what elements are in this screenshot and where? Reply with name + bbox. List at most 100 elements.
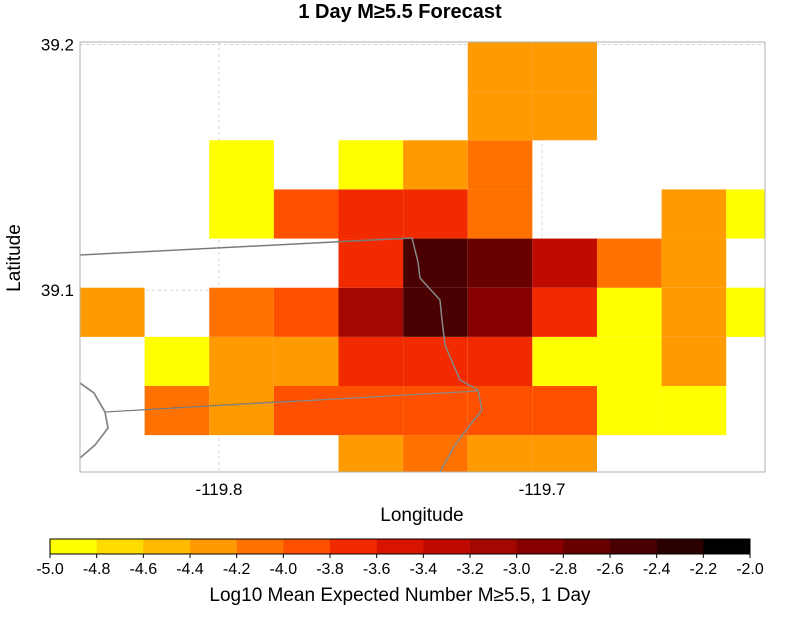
heatmap-cells <box>80 42 765 472</box>
heatmap-cell <box>209 287 274 337</box>
heatmap-cell <box>661 386 727 436</box>
heatmap-cell <box>80 287 145 337</box>
y-tick-label: 39.1 <box>41 281 74 300</box>
colorbar-segment <box>50 539 97 554</box>
y-axis-ticks: 39.2 39.1 <box>41 35 74 300</box>
colorbar-segment <box>516 539 564 554</box>
colorbar-tick-label: -2.0 <box>736 561 764 578</box>
colorbar-segment <box>376 539 424 554</box>
heatmap-cell <box>144 336 210 386</box>
heatmap-cell <box>532 386 597 436</box>
state-border-line <box>79 237 483 473</box>
heatmap-cell <box>596 336 662 386</box>
heatmap-cell <box>596 238 662 288</box>
colorbar-tick-label: -5.0 <box>36 561 64 578</box>
colorbar-tick-label: -4.0 <box>270 561 298 578</box>
heatmap-cell <box>273 287 339 337</box>
heatmap-cell <box>726 189 765 239</box>
heatmap-cell <box>532 91 597 141</box>
x-axis-ticks: -119.8 -119.7 <box>195 480 565 499</box>
heatmap-cell <box>273 336 339 386</box>
heatmap-cell <box>403 140 468 190</box>
plot-area <box>79 41 766 473</box>
heatmap-cell <box>661 238 727 288</box>
heatmap-cell <box>467 189 533 239</box>
heatmap-cell <box>338 386 404 436</box>
colorbar-tick-label: -3.6 <box>363 561 391 578</box>
heatmap-cell <box>403 238 468 288</box>
heatmap-cell <box>467 435 533 472</box>
county-line-south <box>104 390 479 413</box>
colorbar-tick-label: -4.8 <box>83 561 111 578</box>
colorbar-tick-label: -3.2 <box>456 561 484 578</box>
colorbar-tick-label: -4.6 <box>130 561 158 578</box>
colorbar-tick-label: -4.4 <box>176 561 204 578</box>
heatmap-cell <box>532 336 597 386</box>
county-line-south-dotted <box>104 399 301 413</box>
heatmap-cell <box>467 287 533 337</box>
heatmap-cell <box>596 287 662 337</box>
heatmap-cell <box>273 386 339 436</box>
plot-frame <box>79 41 766 473</box>
heatmap-cell <box>467 140 533 190</box>
colorbar-tick-label: -3.4 <box>410 561 438 578</box>
colorbar-tick-label: -4.2 <box>223 561 251 578</box>
heatmap-cell <box>467 42 533 92</box>
colorbar-segment <box>610 539 657 554</box>
y-axis-label: Latitude <box>4 224 25 292</box>
heatmap-cell <box>726 287 765 337</box>
heatmap-cell <box>338 140 404 190</box>
colorbar-tick-label: -3.8 <box>316 561 344 578</box>
x-axis-label: Longitude <box>380 505 463 526</box>
heatmap-cell <box>532 435 597 472</box>
heatmap-cell <box>467 336 533 386</box>
heatmap-cell <box>338 189 404 239</box>
colorbar-segment <box>703 539 751 554</box>
colorbar-segment <box>470 539 517 554</box>
colorbar-segment <box>96 539 144 554</box>
colorbar-tick-label: -2.4 <box>643 561 671 578</box>
colorbar-segment <box>330 539 377 554</box>
heatmap-cell <box>661 336 727 386</box>
x-tick-label: -119.8 <box>195 480 242 499</box>
heatmap-cell <box>338 238 404 288</box>
colorbar-tick-label: -2.8 <box>550 561 578 578</box>
heatmap-cell <box>209 386 274 436</box>
heatmap-cell <box>467 238 533 288</box>
colorbar-segment <box>143 539 191 554</box>
y-tick-label: 39.2 <box>41 35 74 54</box>
heatmap-cell <box>403 336 468 386</box>
heatmap-cell <box>467 386 533 436</box>
heatmap-cell <box>467 91 533 141</box>
heatmap-cell <box>209 189 274 239</box>
colorbar-segment <box>283 539 331 554</box>
state-boundaries <box>79 237 483 473</box>
heatmap-cell <box>338 287 404 337</box>
heatmap-cell <box>338 435 404 472</box>
chart-title: 1 Day M≥5.5 Forecast <box>298 1 502 23</box>
heatmap-cell <box>532 287 597 337</box>
colorbar-frame <box>49 538 751 555</box>
colorbar: -5.0 -4.8 -4.6 -4.4 -4.2 -4.0 -3.8 -3.6 -3.4 -3.2… <box>36 538 764 578</box>
colorbar-tick-label: -2.6 <box>596 561 624 578</box>
heatmap-cell <box>144 386 210 436</box>
heatmap-cell <box>532 42 597 92</box>
heatmap-cell <box>209 140 274 190</box>
heatmap-cell <box>209 336 274 386</box>
colorbar-segment <box>236 539 284 554</box>
heatmap-cell <box>338 336 404 386</box>
heatmap-cell <box>661 189 727 239</box>
lake-shore-line <box>79 382 109 459</box>
colorbar-segment <box>656 539 704 554</box>
colorbar-label: Log10 Mean Expected Number M≥5.5, 1 Day <box>209 585 591 606</box>
heatmap-cell <box>403 189 468 239</box>
county-line-north <box>79 237 413 256</box>
colorbar-segment <box>190 539 237 554</box>
heatmap-cell <box>532 238 597 288</box>
colorbar-segment <box>423 539 471 554</box>
heatmap-cell <box>661 287 727 337</box>
heatmap-cell <box>596 386 662 436</box>
heatmap-cell <box>273 189 339 239</box>
colorbar-tick-label: -2.2 <box>690 561 718 578</box>
